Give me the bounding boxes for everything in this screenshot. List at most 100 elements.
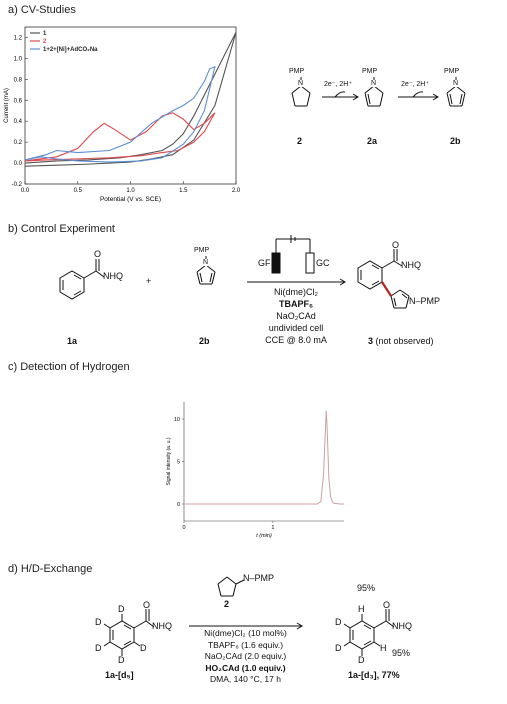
- electrode-gf: GF: [258, 258, 271, 268]
- cv-y-tick-label: 1.0: [14, 56, 23, 62]
- h-atom-1: H: [358, 604, 365, 614]
- n-atom-b: N: [203, 259, 209, 266]
- cv-y-tick-label: 0.0: [14, 161, 23, 167]
- electrochemical-cell: [271, 235, 315, 274]
- o-atom-1a: O: [94, 249, 102, 259]
- d-atom-2: D: [95, 617, 102, 627]
- condition-d-2: TBAPF₆ (1.6 equiv.): [207, 639, 284, 650]
- cv-x-tick-label: 1.0: [126, 188, 135, 194]
- d-atom-8: D: [358, 655, 365, 665]
- h2-y-tick-label: 10: [174, 417, 180, 423]
- pyrrolidine-reagent-structure: [217, 576, 245, 597]
- pmp-label-2a: PMP: [362, 68, 378, 75]
- condition-d-3: NaO₂CAd (2.0 equiv.): [204, 651, 287, 661]
- reaction-arrow-b: [247, 278, 346, 286]
- h2-y-axis-label: Signal intensity (a. u.): [166, 437, 172, 485]
- cv-y-tick-label: -0.2: [12, 182, 23, 188]
- condition-b-4: undivided cell: [268, 323, 324, 333]
- condition-d-1: Ni(dme)Cl₂ (10 mol%): [204, 628, 287, 638]
- compound-label-2: 2: [297, 136, 303, 146]
- d-atom-5: D: [140, 643, 147, 653]
- d-atom-4: D: [118, 655, 125, 665]
- reaction-arrow-2: [398, 91, 439, 101]
- pct-side: 95%: [392, 648, 411, 658]
- h2-x-tick-label: 1: [271, 525, 274, 531]
- o-atom-d3: O: [383, 600, 391, 610]
- n-atom-2b: N: [453, 80, 459, 87]
- pmp-label-2: PMP: [289, 68, 305, 75]
- cv-x-tick-label: 1.5: [179, 188, 188, 194]
- benzamide-d5-structure: [103, 609, 155, 656]
- h2-signal-line: [184, 410, 344, 505]
- compound-label-2b: 2b: [450, 136, 461, 146]
- nhq-label-1a: NHQ: [103, 271, 123, 281]
- condition-d-5: DMA, 140 °C, 17 h: [210, 674, 281, 684]
- d-atom-6: D: [335, 617, 342, 627]
- n-atom-2a: N: [371, 80, 377, 87]
- sm-label-d5: 1a-[d₅]: [105, 670, 134, 680]
- cv-series-line-2: [24, 112, 216, 162]
- npmp-label-3: N–PMP: [409, 296, 441, 306]
- plus-sign: +: [146, 276, 152, 286]
- cv-x-tick-label: 0.0: [21, 188, 30, 194]
- cv-series-line-3: [24, 65, 216, 163]
- panel-c-title: c) Detection of Hydrogen: [8, 361, 130, 373]
- pct-top: 95%: [357, 583, 376, 593]
- panel-a-title: a) CV-Studies: [8, 4, 76, 16]
- condition-b-2: TBAPF₆: [278, 299, 314, 309]
- nhq-label-d5: NHQ: [152, 621, 172, 631]
- h2-x-axis-label: t (min): [256, 533, 272, 539]
- reaction-arrow-1: [322, 91, 359, 101]
- reaction-arrow-d: [189, 622, 303, 630]
- condition-b-5: CCE @ 8.0 mA: [265, 335, 327, 345]
- panel-d-title: d) H/D-Exchange: [8, 563, 93, 575]
- cv-y-tick-label: 0.4: [14, 119, 23, 125]
- cv-y-tick-label: 0.6: [14, 98, 23, 104]
- panel-b-title: b) Control Experiment: [8, 223, 115, 235]
- d-atom-7: D: [335, 643, 342, 653]
- nhq-label-3: NHQ: [401, 260, 421, 270]
- h2-y-tick-label: 0: [177, 502, 180, 508]
- cv-y-axis-label: Current (mA): [4, 88, 10, 123]
- o-atom-3: O: [392, 240, 400, 250]
- conditions-d: Ni(dme)Cl₂ (10 mol%) TBAPF₆ (1.6 equiv.)…: [189, 628, 302, 686]
- compound-label-2a: 2a: [367, 136, 378, 146]
- condition-b-1: Ni(dme)Cl₂: [274, 287, 318, 297]
- n-atom-2: N: [298, 80, 304, 87]
- reagent-label-2: 2e⁻, 2H⁺: [401, 81, 430, 88]
- conditions-b: Ni(dme)Cl₂ TBAPF₆ NaO₂CAd undivided cell…: [246, 286, 346, 346]
- compound-label-2b-b: 2b: [199, 336, 210, 346]
- h2-x-tick-label: 0: [182, 525, 185, 531]
- benzamide-d3-structure: [343, 609, 395, 656]
- compound-label-1a: 1a: [67, 336, 78, 346]
- d-atom-1: D: [118, 604, 125, 614]
- d-atom-3: D: [95, 643, 102, 653]
- pmp-label-b: PMP: [194, 247, 210, 254]
- electrode-gc: GC: [316, 258, 330, 268]
- cv-y-tick-label: 1.2: [14, 35, 23, 41]
- o-atom-d5: O: [143, 600, 151, 610]
- pyrroline-structure: [364, 77, 384, 107]
- compound-label-3: 3 (not observed): [368, 336, 434, 346]
- new-bond-red: [381, 281, 392, 297]
- cv-y-tick-label: 0.2: [14, 140, 23, 146]
- cv-y-tick-label: 0.8: [14, 77, 23, 83]
- cv-legend-label-3: 1+2+[Ni]+AdCO₂Na: [43, 47, 98, 53]
- benzamide-structure: [59, 259, 105, 300]
- pyrrole-structure: [446, 77, 466, 107]
- pmp-label-2b: PMP: [444, 68, 460, 75]
- reagent-label-d: 2: [224, 599, 230, 609]
- reagent-label-1: 2e⁻, 2H⁺: [324, 81, 353, 88]
- npmp-label-d: N–PMP: [243, 573, 275, 583]
- cv-x-axis-label: Potential (V vs. SCE): [100, 196, 161, 203]
- nhq-label-d3: NHQ: [392, 621, 412, 631]
- h-atom-2: H: [380, 643, 387, 653]
- cv-x-tick-label: 0.5: [74, 188, 83, 194]
- product-label-d3: 1a-[d₃], 77%: [348, 670, 400, 680]
- h2-y-tick-label: 5: [177, 460, 180, 466]
